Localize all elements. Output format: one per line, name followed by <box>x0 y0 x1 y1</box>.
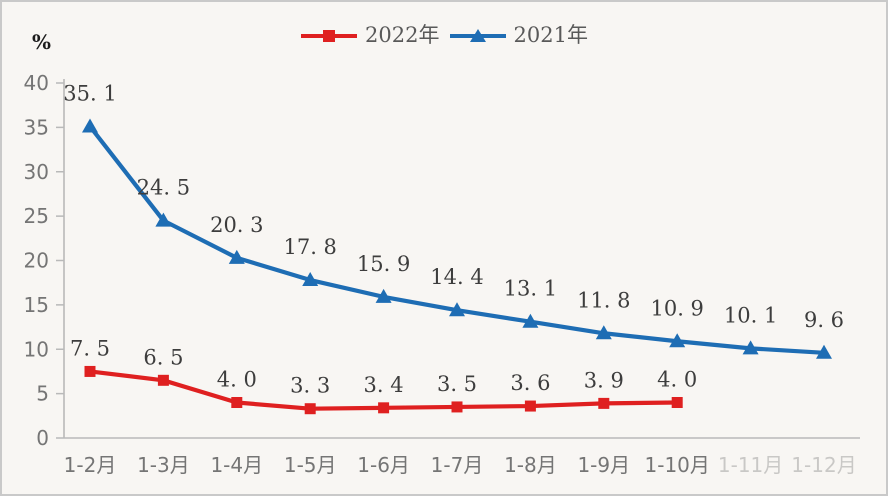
x-category-label: 1-12月 <box>791 453 856 477</box>
x-category-label: 1-5月 <box>284 453 337 477</box>
x-category-label: 1-2月 <box>64 453 117 477</box>
square-marker-icon <box>378 402 390 414</box>
value-label: 35. 1 <box>63 81 116 105</box>
blue-line-triangle-marker-icon <box>449 28 506 42</box>
x-category-label: 1-7月 <box>431 453 484 477</box>
value-label: 7. 5 <box>70 336 110 360</box>
legend-label-2021: 2021年 <box>513 23 588 47</box>
square-marker-icon <box>671 397 683 408</box>
x-category-label: 1-4月 <box>210 453 263 477</box>
square-marker-icon <box>524 400 536 412</box>
square-marker-icon <box>157 374 169 386</box>
y-tick-label: 20 <box>24 249 49 273</box>
triangle-marker-icon <box>375 288 392 303</box>
value-label: 10. 1 <box>724 303 777 327</box>
series-line-1 <box>87 124 827 355</box>
triangle-marker-icon <box>302 272 319 287</box>
square-marker-icon <box>231 397 243 408</box>
x-category-label: 1-8月 <box>504 453 557 477</box>
triangle-marker-icon <box>82 118 98 133</box>
triangle-marker-icon <box>595 325 612 340</box>
value-label: 3. 4 <box>364 373 404 397</box>
legend-item-2022: 2022年 <box>300 23 440 47</box>
triangle-marker-icon <box>522 313 539 328</box>
y-tick-label: 15 <box>24 293 49 317</box>
value-label: 20. 3 <box>210 213 263 237</box>
triangle-marker-icon <box>228 249 245 264</box>
x-category-label: 1-11月 <box>718 453 783 477</box>
value-label: 4. 0 <box>657 368 697 392</box>
y-tick-label: 10 <box>24 337 49 361</box>
triangle-marker-icon <box>449 302 465 317</box>
value-label: 3. 6 <box>510 371 550 395</box>
y-tick-label: 0 <box>36 426 49 450</box>
y-tick-label: 30 <box>24 160 49 184</box>
square-marker-icon <box>451 401 463 413</box>
value-label: 3. 3 <box>290 374 330 398</box>
x-category-label: 1-9月 <box>577 453 630 477</box>
value-label: 4. 0 <box>217 368 257 392</box>
square-marker-icon <box>84 365 96 377</box>
legend: 2022年 2021年 <box>2 25 886 46</box>
square-marker-icon <box>598 397 610 409</box>
value-label: 15. 9 <box>357 252 410 276</box>
value-label: 24. 5 <box>137 176 190 200</box>
value-label: 9. 6 <box>804 308 844 332</box>
value-label: 6. 5 <box>143 345 183 369</box>
y-axis-unit-label: % <box>32 30 52 54</box>
legend-item-2021: 2021年 <box>449 25 588 46</box>
value-label: 14. 4 <box>430 265 483 289</box>
value-label: 13. 1 <box>504 277 557 301</box>
x-category-label: 1-6月 <box>357 453 410 477</box>
x-category-label: 1-3月 <box>137 453 190 477</box>
value-label: 17. 8 <box>283 235 336 259</box>
triangle-marker-icon <box>816 344 832 359</box>
legend-label-2022: 2022年 <box>365 23 440 47</box>
y-tick-label: 25 <box>24 204 49 228</box>
square-marker-icon <box>304 403 316 415</box>
y-tick-label: 40 <box>24 71 49 95</box>
triangle-marker-icon <box>155 212 172 227</box>
triangle-marker-icon <box>669 333 686 348</box>
value-label: 11. 8 <box>577 288 630 312</box>
triangle-marker-icon <box>742 340 759 355</box>
value-label: 3. 5 <box>437 372 477 396</box>
y-tick-label: 35 <box>24 115 49 139</box>
x-category-label: 1-10月 <box>645 453 710 477</box>
value-label: 10. 9 <box>650 296 703 320</box>
y-tick-label: 5 <box>36 382 49 406</box>
value-label: 3. 9 <box>584 368 624 392</box>
red-line-square-marker-icon <box>301 29 358 42</box>
